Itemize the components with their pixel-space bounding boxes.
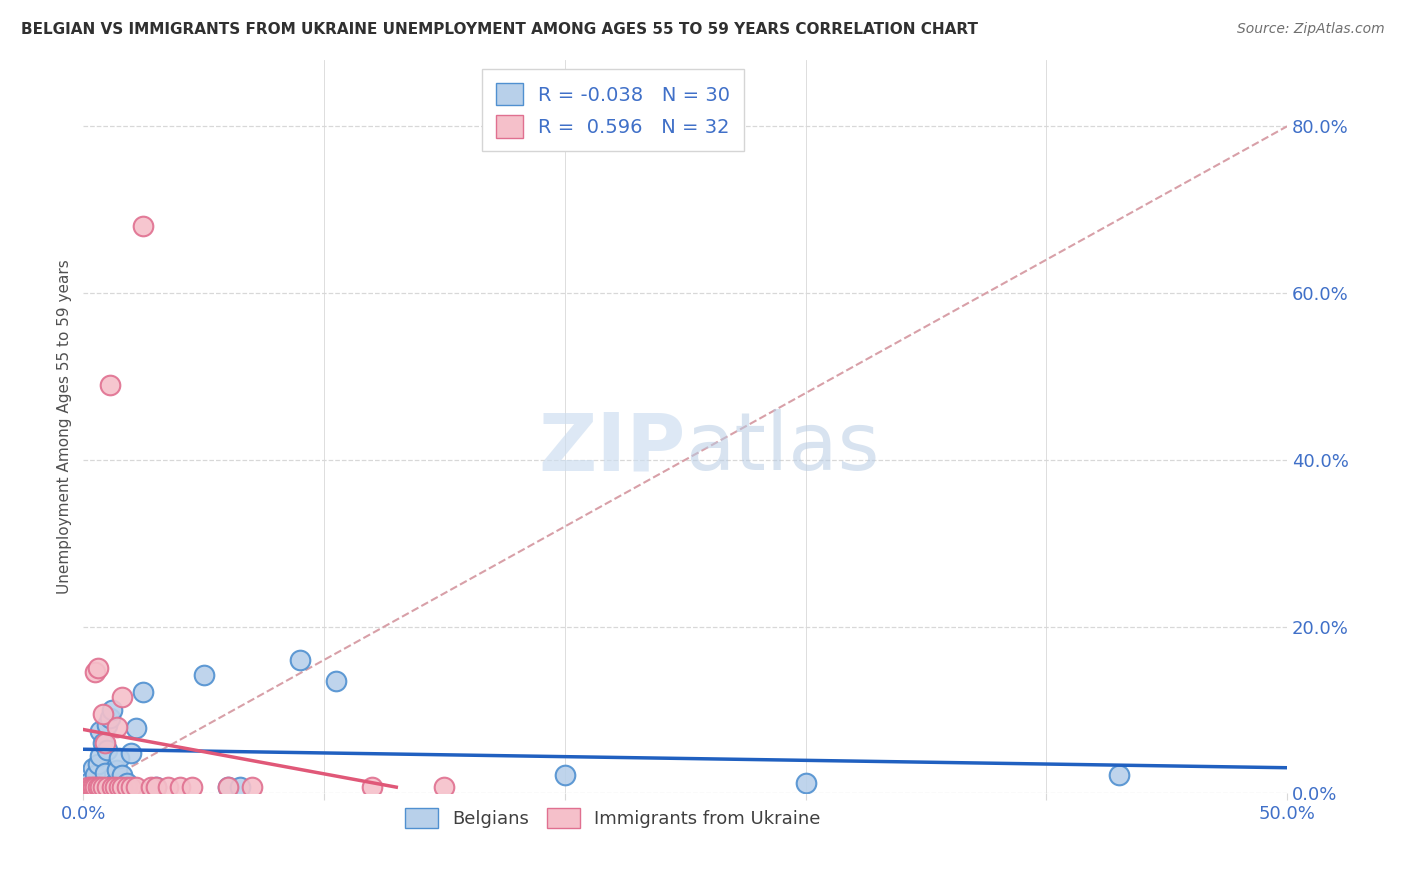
Point xyxy=(94,736,117,750)
Point xyxy=(156,780,179,794)
Point xyxy=(87,757,110,772)
Point xyxy=(132,219,155,234)
Point xyxy=(120,780,142,794)
Point xyxy=(84,768,107,782)
Point xyxy=(115,780,138,794)
Point xyxy=(125,780,148,794)
Point xyxy=(104,776,127,790)
Legend: Belgians, Immigrants from Ukraine: Belgians, Immigrants from Ukraine xyxy=(398,800,828,836)
Point xyxy=(240,780,263,794)
Point xyxy=(82,780,104,794)
Y-axis label: Unemployment Among Ages 55 to 59 years: Unemployment Among Ages 55 to 59 years xyxy=(58,259,72,594)
Text: Source: ZipAtlas.com: Source: ZipAtlas.com xyxy=(1237,22,1385,37)
Point xyxy=(794,776,817,790)
Point xyxy=(193,668,215,682)
Text: ZIP: ZIP xyxy=(538,409,685,488)
Point xyxy=(104,780,127,794)
Point xyxy=(180,780,202,794)
Point xyxy=(115,776,138,790)
Point xyxy=(89,780,111,794)
Point xyxy=(125,721,148,735)
Point xyxy=(77,780,100,794)
Point xyxy=(433,780,456,794)
Point xyxy=(87,661,110,675)
Point xyxy=(91,707,114,722)
Point xyxy=(89,748,111,763)
Point xyxy=(105,763,128,777)
Point xyxy=(111,690,134,705)
Point xyxy=(94,765,117,780)
Point xyxy=(79,780,101,794)
Point xyxy=(82,761,104,775)
Point xyxy=(96,718,118,732)
Point xyxy=(169,780,191,794)
Point xyxy=(325,673,347,688)
Point xyxy=(139,780,162,794)
Point xyxy=(217,780,239,794)
Point xyxy=(105,720,128,734)
Point xyxy=(554,768,576,782)
Point xyxy=(101,780,124,794)
Point xyxy=(1108,768,1130,782)
Point xyxy=(79,780,101,794)
Point xyxy=(98,711,121,725)
Point xyxy=(91,780,114,794)
Point xyxy=(111,780,134,794)
Point xyxy=(98,377,121,392)
Point xyxy=(120,747,142,761)
Point xyxy=(288,653,311,667)
Point xyxy=(361,780,384,794)
Text: atlas: atlas xyxy=(685,409,880,488)
Point xyxy=(217,780,239,794)
Point xyxy=(108,751,131,765)
Point xyxy=(84,665,107,680)
Point xyxy=(77,776,100,790)
Point xyxy=(145,780,167,794)
Point xyxy=(111,768,134,782)
Point xyxy=(229,780,252,794)
Point xyxy=(101,703,124,717)
Point xyxy=(91,736,114,750)
Point xyxy=(89,723,111,738)
Point xyxy=(84,780,107,794)
Point xyxy=(108,780,131,794)
Point xyxy=(87,780,110,794)
Point xyxy=(132,684,155,698)
Point xyxy=(145,780,167,794)
Point xyxy=(96,743,118,757)
Point xyxy=(96,780,118,794)
Text: BELGIAN VS IMMIGRANTS FROM UKRAINE UNEMPLOYMENT AMONG AGES 55 TO 59 YEARS CORREL: BELGIAN VS IMMIGRANTS FROM UKRAINE UNEMP… xyxy=(21,22,979,37)
